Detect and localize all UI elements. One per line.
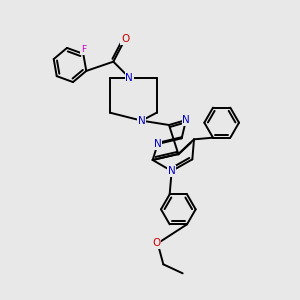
Text: N: N [168,166,176,176]
Text: N: N [182,115,190,125]
Text: N: N [154,139,161,149]
Text: O: O [152,238,160,248]
Text: N: N [138,116,146,126]
Text: O: O [121,34,129,44]
Text: F: F [81,46,86,55]
Text: N: N [125,73,133,83]
